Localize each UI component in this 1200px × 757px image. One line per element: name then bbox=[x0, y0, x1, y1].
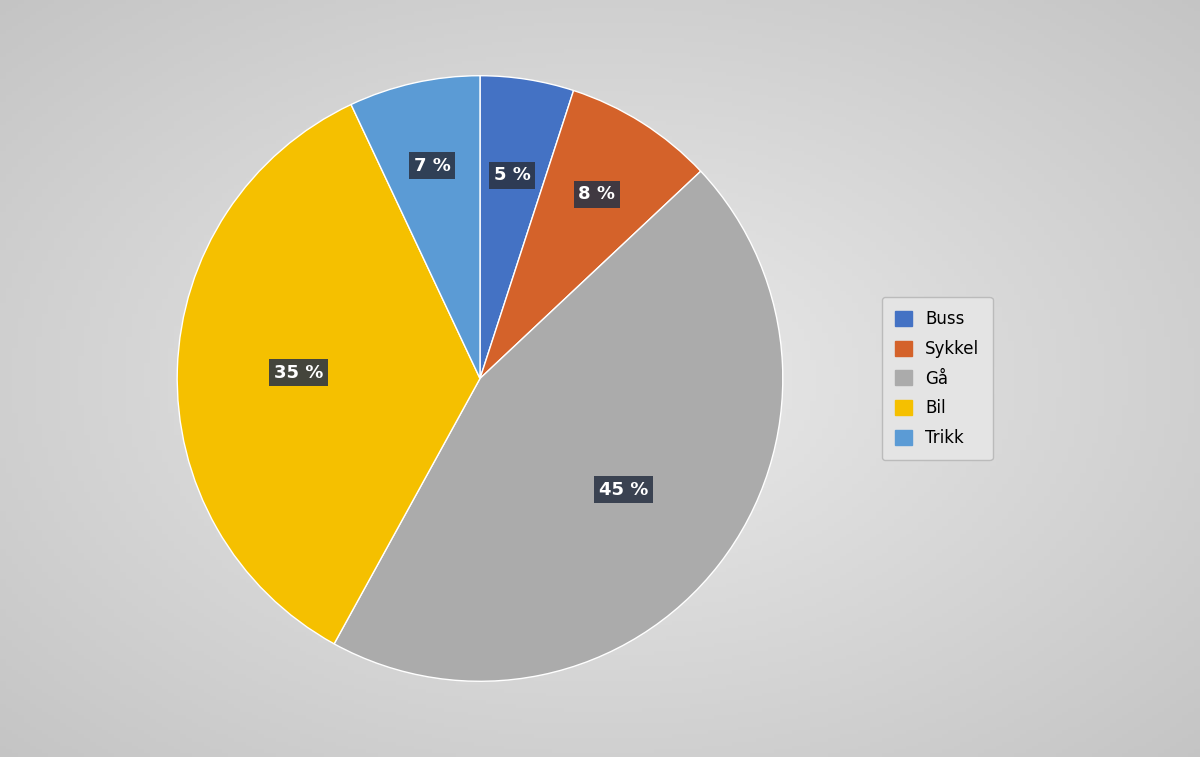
Wedge shape bbox=[334, 171, 782, 681]
Legend: Buss, Sykkel, Gå, Bil, Trikk: Buss, Sykkel, Gå, Bil, Trikk bbox=[882, 297, 992, 460]
Text: 8 %: 8 % bbox=[578, 185, 616, 204]
Wedge shape bbox=[178, 104, 480, 644]
Text: 35 %: 35 % bbox=[274, 364, 323, 382]
Text: 5 %: 5 % bbox=[493, 166, 530, 184]
Wedge shape bbox=[352, 76, 480, 378]
Text: 7 %: 7 % bbox=[414, 157, 451, 175]
Wedge shape bbox=[480, 91, 701, 378]
Text: 45 %: 45 % bbox=[599, 481, 648, 499]
Wedge shape bbox=[480, 76, 574, 378]
